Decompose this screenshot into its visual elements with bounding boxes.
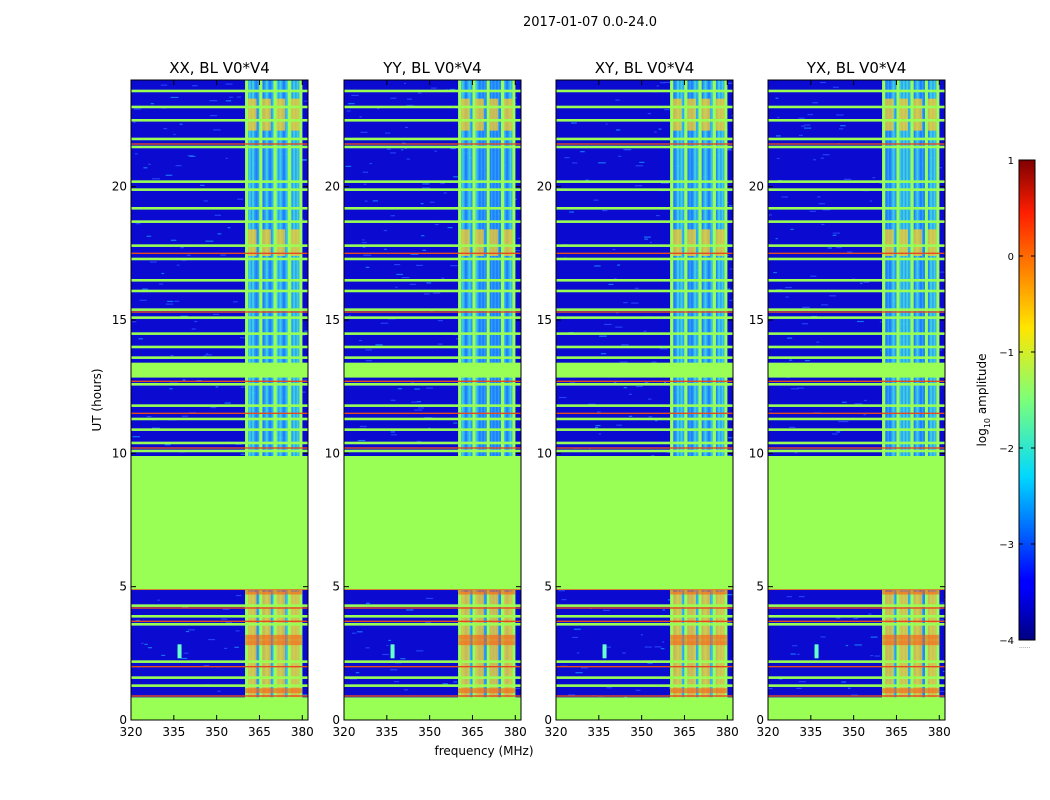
colorbar-tick-label: −1 — [999, 348, 1014, 359]
flagged-region-bottom — [768, 697, 945, 720]
heatmap-0 — [131, 80, 308, 720]
y-tick-label: 10 — [537, 446, 552, 460]
source-blip — [602, 644, 607, 655]
rfi-band — [882, 80, 940, 720]
y-tick-label: 20 — [325, 180, 340, 194]
y-tick-label: 5 — [119, 580, 127, 594]
y-tick-label: 20 — [537, 180, 552, 194]
panel-title: XX, BL V0*V4 — [169, 59, 270, 77]
x-tick-label: 320 — [545, 725, 568, 739]
y-tick-label: 5 — [544, 580, 552, 594]
colorbar-tick-label: −3 — [999, 540, 1014, 551]
panel-3: YX, BL V0*V4 320 335 350 365 380 0 5 10 15 20 — [749, 59, 951, 739]
axes-frame — [767, 79, 946, 721]
flagged-region-bottom — [556, 697, 733, 720]
panel-2: XY, BL V0*V4 320 335 350 365 380 0 5 10 15 20 — [537, 59, 739, 739]
x-tick-label: 380 — [504, 725, 527, 739]
time-stripes — [131, 89, 308, 697]
time-stripes — [556, 89, 733, 697]
colorbar: 10−1−2−3−4 log10 amplitude ...... — [975, 156, 1036, 650]
x-tick-label: 335 — [375, 725, 398, 739]
x-tick-label: 365 — [248, 725, 271, 739]
x-tick-label: 350 — [842, 725, 865, 739]
rfi-band — [670, 80, 728, 720]
y-tick-label: 0 — [544, 713, 552, 727]
heatmap-3 — [768, 80, 945, 720]
flagged-region-mid — [131, 362, 308, 376]
x-tick-label: 380 — [291, 725, 314, 739]
y-tick-label: 15 — [537, 313, 552, 327]
x-tick-label: 335 — [162, 725, 185, 739]
flagged-region-mid — [768, 362, 945, 376]
y-tick-label: 20 — [749, 180, 764, 194]
x-tick-label: 365 — [461, 725, 484, 739]
colorbar-gradient — [1018, 159, 1036, 641]
x-tick-label: 320 — [757, 725, 780, 739]
colorbar-label-sub: 10 — [983, 418, 992, 428]
y-tick-label: 5 — [756, 580, 764, 594]
y-tick-label: 0 — [756, 713, 764, 727]
axes-frame — [130, 79, 309, 721]
x-tick-label: 350 — [630, 725, 653, 739]
source-blip — [814, 644, 819, 655]
y-tick-label: 10 — [325, 446, 340, 460]
y-tick-label: 5 — [332, 580, 340, 594]
source-blip — [177, 644, 182, 655]
colorbar-tick-label: 0 — [1008, 252, 1014, 263]
y-axis-label: UT (hours) — [90, 368, 104, 431]
x-tick-label: 350 — [418, 725, 441, 739]
flagged-region-mid — [344, 362, 521, 376]
flagged-region — [131, 456, 308, 590]
flagged-region — [344, 456, 521, 590]
axes-frame — [343, 79, 522, 721]
figure-suptitle: 2017-01-07 0.0-24.0 — [523, 15, 657, 30]
colorbar-label: log10 amplitude — [975, 354, 992, 447]
y-tick-label: 15 — [112, 313, 127, 327]
x-tick-label: 365 — [885, 725, 908, 739]
x-tick-label: 320 — [333, 725, 356, 739]
axes-frame — [555, 79, 734, 721]
flagged-region-bottom — [344, 697, 521, 720]
rfi-band — [245, 80, 303, 720]
x-tick-label: 335 — [587, 725, 610, 739]
colorbar-footnote: ...... — [1019, 643, 1031, 650]
y-tick-label: 15 — [325, 313, 340, 327]
colorbar-label-log: log — [975, 428, 989, 446]
x-axis-label: frequency (MHz) — [434, 744, 533, 758]
x-tick-label: 380 — [716, 725, 739, 739]
heatmap-2 — [556, 80, 733, 720]
time-stripes — [344, 89, 521, 697]
time-stripes — [768, 89, 945, 697]
y-tick-label: 20 — [112, 180, 127, 194]
colorbar-tick-label: −4 — [999, 636, 1014, 647]
x-tick-label: 335 — [799, 725, 822, 739]
flagged-region-mid — [556, 362, 733, 376]
y-tick-label: 10 — [112, 446, 127, 460]
x-tick-label: 380 — [928, 725, 951, 739]
flagged-region — [768, 456, 945, 590]
heatmap-1 — [344, 80, 521, 720]
source-blip — [390, 644, 395, 655]
panel-title: XY, BL V0*V4 — [595, 59, 695, 77]
rfi-band — [458, 80, 516, 720]
panel-title: YY, BL V0*V4 — [382, 59, 481, 77]
x-tick-label: 365 — [673, 725, 696, 739]
x-tick-label: 350 — [205, 725, 228, 739]
y-tick-label: 0 — [332, 713, 340, 727]
flagged-region-bottom — [131, 697, 308, 720]
x-tick-label: 320 — [120, 725, 143, 739]
colorbar-tick-label: 1 — [1008, 156, 1014, 167]
y-tick-label: 0 — [119, 713, 127, 727]
y-tick-label: 15 — [749, 313, 764, 327]
colorbar-label-rest: amplitude — [975, 354, 989, 418]
flagged-region — [556, 456, 733, 590]
colorbar-tick-label: −2 — [999, 444, 1014, 455]
panel-title: YX, BL V0*V4 — [806, 59, 907, 77]
panel-0: XX, BL V0*V4 320 335 350 365 380 0 5 10 15 20 — [112, 59, 314, 739]
panel-1: YY, BL V0*V4 320 335 350 365 380 0 5 10 15 20 — [325, 59, 527, 739]
y-tick-label: 10 — [749, 446, 764, 460]
colorbar-ticks: 1 0 −1 −2 −3 −4 — [999, 156, 1035, 647]
